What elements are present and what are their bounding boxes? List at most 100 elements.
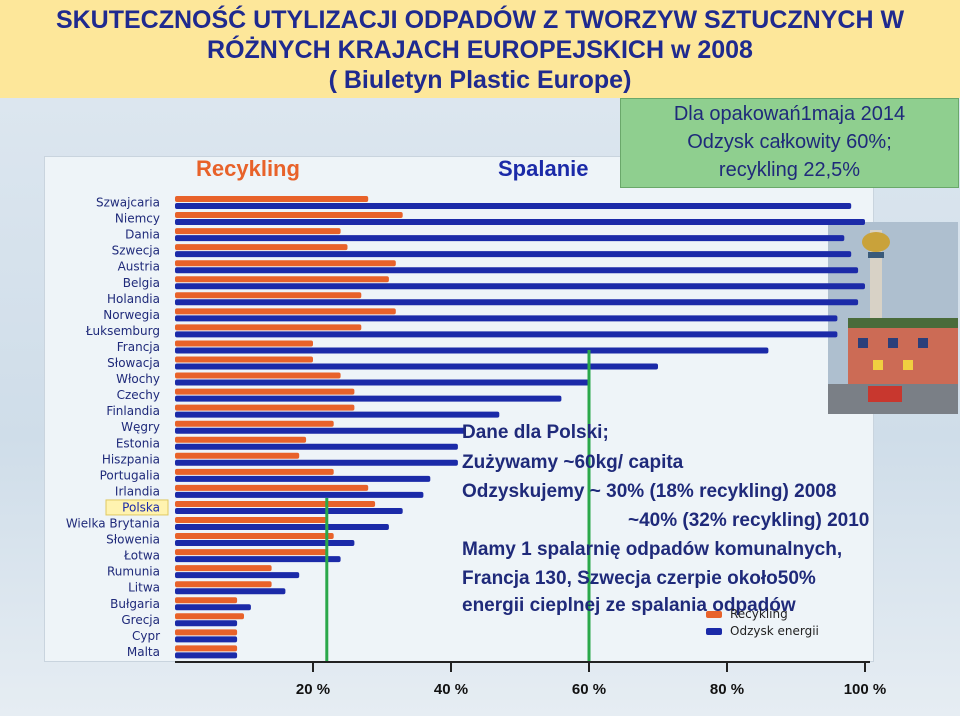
bar-recovery-dania — [175, 235, 845, 242]
bar-recycling-wlochy — [175, 372, 341, 379]
bar-recycling-niemcy — [175, 212, 403, 219]
bar-recycling-dania — [175, 228, 341, 235]
bar-recycling-portugalia — [175, 468, 334, 475]
category-label-niemcy: Niemcy — [115, 212, 160, 226]
poland-info-line-4: ~40% (32% recykling) 2010 — [628, 510, 870, 531]
category-label-belgia: Belgia — [123, 276, 160, 290]
poland-info-line-7: energii cieplnej ze spalania odpadów — [462, 595, 796, 616]
bar-recovery-slowacja — [175, 363, 658, 370]
bar-recovery-austria — [175, 267, 859, 274]
bar-recycling-szwajcaria — [175, 196, 369, 202]
bars — [175, 196, 865, 659]
bar-recycling-norwegia — [175, 308, 396, 315]
bar-recovery-finlandia — [175, 411, 500, 418]
title-band: SKUTECZNOŚĆ UTYLIZACJI ODPADÓW Z TWORZYW… — [0, 0, 960, 98]
bar-recovery-grecja — [175, 620, 238, 627]
x-tick-label-20: 20 % — [296, 681, 330, 698]
category-label-irlandia: Irlandia — [115, 484, 160, 498]
bar-recycling-polska — [175, 500, 376, 507]
category-label-norwegia: Norwegia — [103, 308, 160, 322]
x-tick-label-80: 80 % — [710, 681, 744, 698]
note-line-3: recykling 22,5% — [718, 159, 861, 181]
bar-recycling-slowacja — [175, 356, 313, 363]
category-label-holandia: Holandia — [107, 292, 160, 306]
bar-recycling-estonia — [175, 436, 307, 443]
bar-recovery-rumunia — [175, 572, 300, 579]
category-label-slowacja: Słowacja — [107, 356, 160, 370]
category-label-estonia: Estonia — [116, 436, 160, 450]
recycling-header: Recykling — [196, 156, 300, 181]
bar-recovery-belgia — [175, 283, 865, 290]
bar-recycling-luksemburg — [175, 324, 362, 331]
bar-recovery-hiszpania — [175, 459, 458, 466]
bar-recovery-bulgaria — [175, 604, 251, 611]
bar-recycling-litwa — [175, 581, 272, 588]
title-line-2: RÓŻNYCH KRAJACH EUROPEJSKICH w 2008 — [207, 36, 753, 64]
bar-recycling-wielka-brytania — [175, 517, 327, 523]
bar-recycling-grecja — [175, 613, 244, 620]
poland-info-line-5: Mamy 1 spalarnię odpadów komunalnych, — [462, 539, 843, 560]
bar-recovery-cypr — [175, 636, 238, 643]
series-headers: Recykling Spalanie — [160, 156, 620, 198]
bar-recycling-bulgaria — [175, 597, 238, 604]
bar-recycling-rumunia — [175, 565, 272, 572]
category-label-szwecja: Szwecja — [112, 244, 160, 258]
category-label-litwa: Litwa — [128, 581, 160, 595]
category-label-wlochy: Włochy — [116, 372, 160, 386]
category-label-austria: Austria — [118, 260, 160, 274]
category-label-francja: Francja — [117, 340, 160, 354]
note-line-2: Odzysk całkowity 60%; — [687, 131, 892, 153]
poland-info-line-1: Dane dla Polski; — [462, 422, 609, 443]
note-line-1: Dla opakowań1maja 2014 — [673, 103, 906, 125]
bar-recycling-cypr — [175, 629, 238, 636]
bar-recovery-wlochy — [175, 379, 589, 386]
bar-recovery-portugalia — [175, 475, 431, 482]
category-label-szwajcaria: Szwajcaria — [96, 196, 160, 210]
bar-recycling-szwecja — [175, 244, 348, 251]
category-label-dania: Dania — [125, 228, 160, 242]
bar-recycling-belgia — [175, 276, 389, 283]
category-label-malta: Malta — [127, 645, 160, 659]
bar-recovery-lotwa — [175, 556, 341, 563]
bar-recycling-holandia — [175, 292, 362, 299]
bar-recovery-slowenia — [175, 540, 355, 547]
bar-recycling-czechy — [175, 388, 355, 395]
bar-recovery-wielka-brytania — [175, 524, 389, 530]
legend-label-recycling: Recykling — [730, 607, 788, 621]
bar-recovery-szwecja — [175, 251, 852, 258]
category-label-cypr: Cypr — [132, 629, 160, 643]
category-label-hiszpania: Hiszpania — [102, 452, 160, 466]
bar-recycling-hiszpania — [175, 452, 300, 459]
bar-recovery-niemcy — [175, 219, 865, 226]
bar-recycling-finlandia — [175, 404, 355, 411]
category-label-rumunia: Rumunia — [107, 565, 160, 579]
legend-swatch-recycling — [706, 611, 722, 618]
category-label-grecja: Grecja — [121, 613, 160, 627]
bar-recycling-austria — [175, 260, 396, 267]
bar-recovery-luksemburg — [175, 331, 838, 338]
category-label-bulgaria: Bułgaria — [110, 597, 160, 611]
bar-recovery-estonia — [175, 443, 458, 450]
category-label-polska: Polska — [122, 500, 160, 514]
bar-recycling-slowenia — [175, 533, 334, 540]
x-tick-label-60: 60 % — [572, 681, 606, 698]
category-label-lotwa: Łotwa — [123, 549, 160, 563]
bar-recovery-szwajcaria — [175, 203, 852, 209]
highlight-polska — [105, 499, 169, 516]
title-line-3: ( Biuletyn Plastic Europe) — [328, 66, 632, 94]
reference-lines — [325, 350, 591, 662]
legend-label-recovery: Odzysk energii — [730, 624, 819, 638]
packaging-note-box: Dla opakowań1maja 2014 Odzysk całkowity … — [620, 98, 959, 188]
category-label-czechy: Czechy — [117, 388, 160, 402]
bar-recovery-holandia — [175, 299, 859, 306]
category-label-luksemburg: Łuksemburg — [85, 324, 160, 338]
bar-recycling-wegry — [175, 420, 334, 427]
category-label-wegry: Węgry — [121, 420, 160, 434]
category-label-portugalia: Portugalia — [100, 468, 160, 482]
category-label-finlandia: Finlandia — [106, 404, 160, 418]
poland-info-line-2: Zużywamy ~60kg/ capita — [462, 452, 684, 473]
category-label-slowenia: Słowenia — [106, 533, 160, 547]
poland-info-line-3: Odzyskujemy ~ 30% (18% recykling) 2008 — [462, 481, 837, 502]
bar-recovery-malta — [175, 652, 238, 659]
